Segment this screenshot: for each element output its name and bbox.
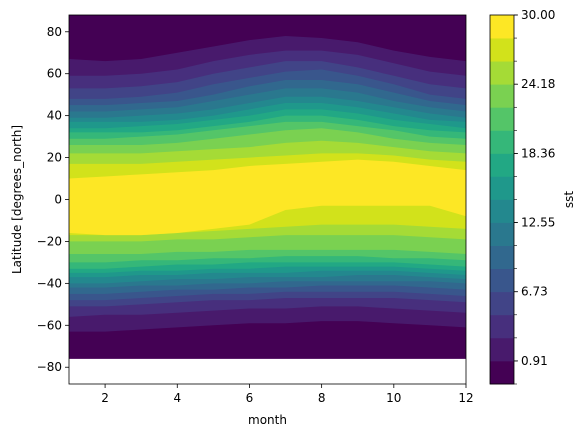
colorbar-tick-label: 18.36 xyxy=(521,146,555,160)
y-axis-label: Latitude [degrees_north] xyxy=(10,125,24,274)
colorbar-segment xyxy=(490,360,514,385)
colorbar-tick-label: 0.91 xyxy=(521,354,548,368)
colorbar-segment xyxy=(490,61,514,85)
colorbar-tick-label: 6.73 xyxy=(521,285,548,299)
y-tick-label: −20 xyxy=(37,234,62,248)
colorbar-segment xyxy=(490,130,514,154)
y-tick-label: 80 xyxy=(47,25,62,39)
x-axis: 2 4 6 8 10 12 xyxy=(101,384,474,405)
y-axis: −80 −60 −40 −20 0 20 40 60 80 xyxy=(37,25,69,374)
x-tick-label: 8 xyxy=(318,391,326,405)
colorbar-segment xyxy=(490,153,514,177)
y-tick-label: 20 xyxy=(47,151,62,165)
contour-bands xyxy=(69,15,466,359)
x-tick-label: 10 xyxy=(386,391,401,405)
y-tick-label: 60 xyxy=(47,67,62,81)
x-tick-label: 6 xyxy=(246,391,254,405)
colorbar-segment xyxy=(490,337,514,362)
colorbar-segment xyxy=(490,199,514,223)
x-axis-label: month xyxy=(248,413,287,427)
contour-band xyxy=(69,159,466,236)
colorbar-segment xyxy=(490,15,514,39)
colorbar-segment xyxy=(490,222,514,246)
y-tick-label: −60 xyxy=(37,318,62,332)
colorbar-segment xyxy=(490,245,514,270)
colorbar-tick-label: 24.18 xyxy=(521,77,555,91)
x-tick-label: 12 xyxy=(458,391,473,405)
x-tick-label: 2 xyxy=(101,391,109,405)
colorbar-segment xyxy=(490,84,514,108)
colorbar-segment xyxy=(490,38,514,62)
colorbar-segment xyxy=(490,176,514,200)
y-tick-label: −40 xyxy=(37,276,62,290)
colorbar-tick-label: 30.00 xyxy=(521,8,555,22)
colorbar-segment xyxy=(490,268,514,293)
y-tick-label: 0 xyxy=(54,193,62,207)
colorbar-segment xyxy=(490,107,514,131)
colorbar-label: sst xyxy=(562,191,576,209)
x-tick-label: 4 xyxy=(173,391,181,405)
colorbar-segment xyxy=(490,314,514,339)
y-tick-label: −80 xyxy=(37,360,62,374)
colorbar: 30.00 24.18 18.36 12.55 6.73 0.91 xyxy=(489,8,555,385)
y-tick-label: 40 xyxy=(47,109,62,123)
colorbar-tick-label: 12.55 xyxy=(521,216,555,230)
colorbar-segment xyxy=(490,291,514,316)
